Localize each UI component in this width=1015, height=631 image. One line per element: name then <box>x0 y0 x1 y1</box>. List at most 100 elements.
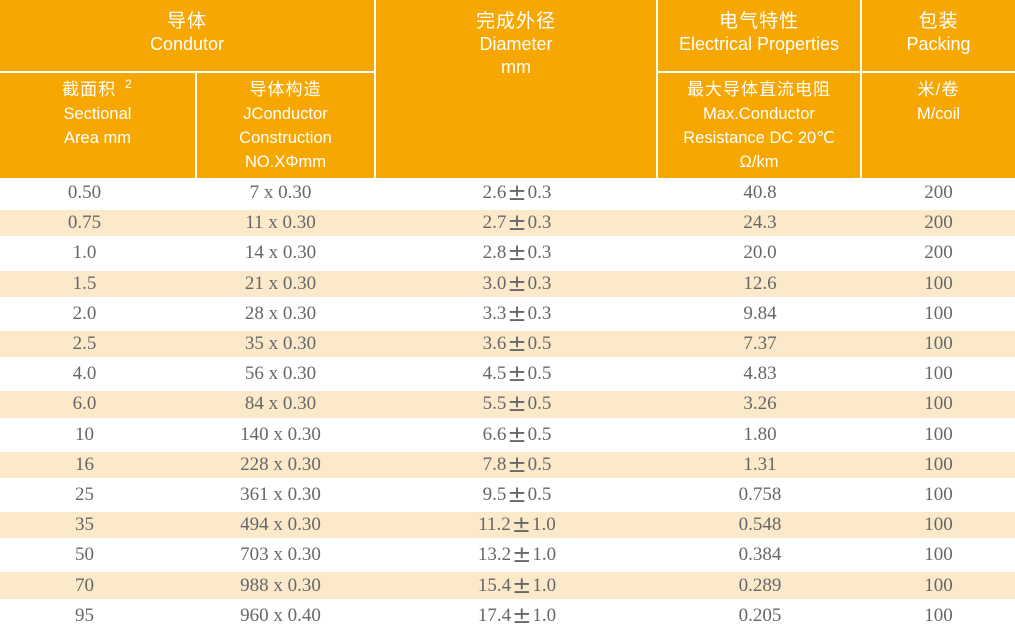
header-conductor-zh: 导体 <box>166 11 207 32</box>
packing-cell: 100 <box>862 268 1015 299</box>
sectional-area-cell: 95 <box>75 604 94 626</box>
resistance-cell: 0.384 <box>738 544 782 566</box>
resistance-cell: 1.80 <box>743 423 777 445</box>
plus-minus-symbol: ± <box>507 481 527 508</box>
table-row: 4.0 56 x 0.30 4.5±0.5 4.83 100 <box>0 359 1015 389</box>
header-packing-zh: 包装 <box>918 11 959 32</box>
resistance-cell: 7.37 <box>658 328 862 360</box>
header-sectional-zh: 截面积 2 <box>62 77 133 99</box>
packing-cell: 100 <box>862 389 1015 420</box>
header-construction-en1: JConductor <box>243 105 328 123</box>
table-row: 0.50 7 x 0.30 2.6±0.3 40.8 200 <box>0 178 1015 208</box>
table-row: 25 361 x 0.30 9.5±0.5 0.758 100 <box>0 480 1015 510</box>
packing-cell: 200 <box>924 182 953 204</box>
resistance-cell: 20.0 <box>743 242 777 264</box>
plus-minus-symbol: ± <box>507 451 527 478</box>
header-coil-en: M/coil <box>916 105 961 123</box>
sectional-area-cell: 1.0 <box>72 242 97 264</box>
construction-cell: 21 x 0.30 <box>197 268 376 299</box>
diameter-cell: 2.8±0.3 <box>482 240 552 267</box>
construction-cell: 28 x 0.30 <box>244 302 317 324</box>
table-header: 导体 Condutor 完成外径 Diameter mm 电气特性 Electr… <box>0 0 1015 178</box>
construction-cell: 7 x 0.30 <box>249 182 312 204</box>
table-row: 50 703 x 0.30 13.2±1.0 0.384 100 <box>0 540 1015 570</box>
packing-cell: 100 <box>924 604 953 626</box>
sectional-area-cell: 6.0 <box>0 389 197 420</box>
header-coil-zh: 米/卷 <box>917 80 960 99</box>
table-row: 2.0 28 x 0.30 3.3±0.3 9.84 100 <box>0 299 1015 329</box>
construction-cell: 84 x 0.30 <box>197 389 376 420</box>
plus-minus-symbol: ± <box>507 270 527 297</box>
table-row: 10 140 x 0.30 6.6±0.5 1.80 100 <box>0 420 1015 450</box>
header-sectional-en1: Sectional <box>63 105 132 123</box>
plus-minus-symbol: ± <box>511 512 532 539</box>
construction-cell: 494 x 0.30 <box>197 510 376 541</box>
resistance-cell: 0.758 <box>738 483 782 505</box>
header-conductor: 导体 Condutor <box>0 0 376 73</box>
packing-cell: 100 <box>862 328 1015 360</box>
construction-cell: 361 x 0.30 <box>240 483 321 505</box>
resistance-cell: 4.83 <box>743 363 777 385</box>
construction-cell: 11 x 0.30 <box>197 208 376 239</box>
table-row: 2.5 35 x 0.30 3.6±0.5 7.37 100 <box>0 328 1015 360</box>
table-row: 1.0 14 x 0.30 2.8±0.3 20.0 200 <box>0 238 1015 268</box>
sectional-area-cell: 50 <box>75 544 94 566</box>
construction-cell: 988 x 0.30 <box>197 570 376 601</box>
header-sectional-en2: Area mm <box>64 129 131 147</box>
header-resistance: 最大导体直流电阻 Max.Conductor Resistance DC 20℃… <box>658 73 862 178</box>
diameter-cell: 9.5±0.5 <box>482 481 552 508</box>
header-resistance-en1: Max.Conductor <box>703 105 815 123</box>
diameter-cell: 15.4±1.0 <box>376 570 658 601</box>
sectional-area-cell: 1.5 <box>0 268 197 299</box>
resistance-cell: 24.3 <box>658 208 862 239</box>
resistance-cell: 3.26 <box>658 389 862 420</box>
resistance-cell: 12.6 <box>658 268 862 299</box>
diameter-cell: 3.6±0.5 <box>376 328 658 360</box>
resistance-cell: 40.8 <box>743 182 777 204</box>
sectional-area-cell: 25 <box>75 483 94 505</box>
diameter-cell: 7.8±0.5 <box>376 449 658 480</box>
header-electrical-en: Electrical Properties <box>678 34 840 54</box>
construction-cell: 960 x 0.40 <box>240 604 321 626</box>
table-row: 1.5 21 x 0.30 3.0±0.3 12.6 100 <box>0 268 1015 299</box>
diameter-cell: 3.3±0.3 <box>482 300 552 327</box>
packing-cell: 100 <box>924 363 953 385</box>
header-electrical-zh: 电气特性 <box>718 11 799 32</box>
sectional-area-cell: 0.75 <box>0 208 197 239</box>
sectional-area-cell: 70 <box>0 570 197 601</box>
packing-cell: 100 <box>862 570 1015 601</box>
diameter-cell: 11.2±1.0 <box>376 510 658 541</box>
diameter-cell: 17.4±1.0 <box>477 602 557 629</box>
table-row: 0.75 11 x 0.30 2.7±0.3 24.3 200 <box>0 208 1015 239</box>
table-row: 70 988 x 0.30 15.4±1.0 0.289 100 <box>0 570 1015 601</box>
resistance-cell: 0.548 <box>658 510 862 541</box>
table-row: 95 960 x 0.40 17.4±1.0 0.205 100 <box>0 601 1015 631</box>
header-coil: 米/卷 M/coil <box>862 73 1015 178</box>
construction-cell: 14 x 0.30 <box>244 242 317 264</box>
plus-minus-symbol: ± <box>507 361 527 388</box>
sectional-area-cell: 2.5 <box>0 328 197 360</box>
diameter-cell: 3.0±0.3 <box>376 268 658 299</box>
table-row: 35 494 x 0.30 11.2±1.0 0.548 100 <box>0 510 1015 541</box>
resistance-cell: 0.289 <box>658 570 862 601</box>
construction-cell: 56 x 0.30 <box>244 363 317 385</box>
packing-cell: 100 <box>924 544 953 566</box>
plus-minus-symbol: ± <box>507 421 527 448</box>
superscript-2: 2 <box>125 77 133 92</box>
packing-cell: 200 <box>862 208 1015 239</box>
header-construction-zh: 导体构造 <box>249 80 322 99</box>
packing-cell: 100 <box>924 483 953 505</box>
diameter-cell: 4.5±0.5 <box>482 361 552 388</box>
header-sectional-area: 截面积 2 Sectional Area mm <box>0 73 197 178</box>
packing-cell: 100 <box>924 423 953 445</box>
plus-minus-symbol: ± <box>507 300 527 327</box>
header-diameter-zh: 完成外径 <box>475 11 556 32</box>
sectional-area-cell: 4.0 <box>72 363 97 385</box>
plus-minus-symbol: ± <box>507 240 527 267</box>
plus-minus-symbol: ± <box>512 572 532 599</box>
plus-minus-symbol: ± <box>507 210 527 237</box>
packing-cell: 100 <box>862 449 1015 480</box>
header-diameter: 完成外径 Diameter mm <box>376 0 658 178</box>
plus-minus-symbol: ± <box>512 602 532 629</box>
